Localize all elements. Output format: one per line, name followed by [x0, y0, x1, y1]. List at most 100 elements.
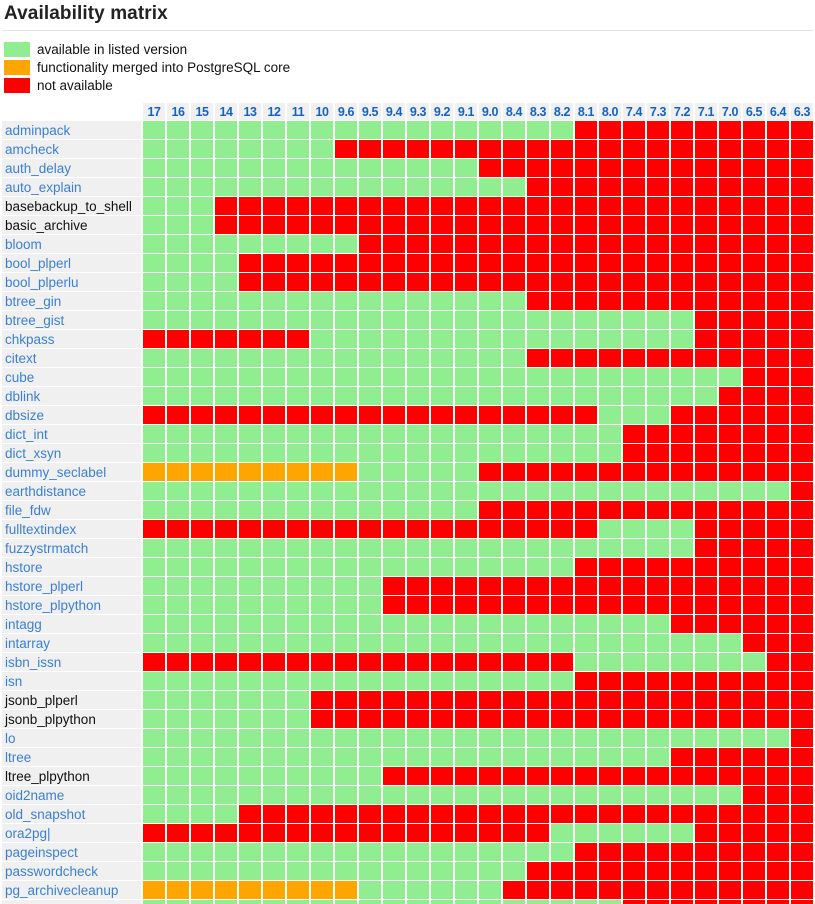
cell-available	[407, 501, 429, 519]
cell-not-available	[239, 330, 261, 348]
cell-not-available	[455, 596, 477, 614]
cell-not-available	[623, 843, 645, 861]
cell-available	[551, 786, 573, 804]
cell-available	[311, 349, 333, 367]
extension-link[interactable]: auth_delay	[2, 159, 141, 177]
extension-link[interactable]: lo	[2, 729, 141, 747]
extension-link[interactable]: cube	[2, 368, 141, 386]
cell-not-available	[743, 368, 765, 386]
cell-available	[719, 653, 741, 671]
cell-available	[335, 596, 357, 614]
cell-not-available	[479, 710, 501, 728]
cell-not-available	[695, 710, 717, 728]
cell-available	[335, 444, 357, 462]
cell-available	[215, 444, 237, 462]
cell-available	[479, 786, 501, 804]
extension-name: basebackup_to_shell	[2, 197, 141, 215]
extension-link[interactable]: dbsize	[2, 406, 141, 424]
cell-not-available	[791, 558, 813, 576]
cell-not-available	[719, 672, 741, 690]
extension-link[interactable]: isn	[2, 672, 141, 690]
cell-available	[239, 387, 261, 405]
cell-not-available	[767, 121, 789, 139]
cell-available	[359, 159, 381, 177]
cell-available	[167, 672, 189, 690]
extension-link[interactable]: hstore_plpython	[2, 596, 141, 614]
extension-link[interactable]: hstore_plperl	[2, 577, 141, 595]
cell-not-available	[599, 862, 621, 880]
cell-available	[575, 311, 597, 329]
cell-available	[599, 653, 621, 671]
cell-not-available	[335, 406, 357, 424]
cell-available	[215, 862, 237, 880]
cell-available	[311, 482, 333, 500]
cell-not-available	[791, 900, 813, 904]
cell-available	[287, 748, 309, 766]
extension-link[interactable]: passwordcheck	[2, 862, 141, 880]
extension-link[interactable]: intagg	[2, 615, 141, 633]
cell-not-available	[599, 216, 621, 234]
extension-link[interactable]: bool_plperl	[2, 254, 141, 272]
extension-link[interactable]: earthdistance	[2, 482, 141, 500]
extension-link[interactable]: bloom	[2, 235, 141, 253]
cell-not-available	[743, 843, 765, 861]
extension-link[interactable]: bool_plperlu	[2, 273, 141, 291]
cell-available	[407, 634, 429, 652]
cell-available	[287, 501, 309, 519]
cell-available	[695, 634, 717, 652]
cell-available	[263, 558, 285, 576]
extension-link[interactable]: auto_explain	[2, 178, 141, 196]
cell-available	[263, 368, 285, 386]
extension-link[interactable]: dummy_seclabel	[2, 463, 141, 481]
cell-available	[311, 235, 333, 253]
extension-link[interactable]: dblink	[2, 387, 141, 405]
extension-link[interactable]: ora2pg|	[2, 824, 141, 842]
cell-not-available	[359, 216, 381, 234]
cell-available	[503, 444, 525, 462]
extension-link[interactable]: intarray	[2, 634, 141, 652]
cell-available	[143, 197, 165, 215]
extension-link[interactable]: pg_buffercache	[2, 900, 141, 904]
extension-link[interactable]: dict_xsyn	[2, 444, 141, 462]
column-header-14: 14	[215, 103, 237, 120]
cell-available	[623, 786, 645, 804]
cell-not-available	[791, 273, 813, 291]
cell-not-available	[359, 140, 381, 158]
extension-link[interactable]: btree_gist	[2, 311, 141, 329]
cell-not-available	[431, 767, 453, 785]
extension-link[interactable]: hstore	[2, 558, 141, 576]
cell-not-available	[695, 311, 717, 329]
cell-available	[191, 843, 213, 861]
extension-link[interactable]: file_fdw	[2, 501, 141, 519]
cell-available	[383, 672, 405, 690]
cell-not-available	[623, 558, 645, 576]
extension-link[interactable]: old_snapshot	[2, 805, 141, 823]
extension-link[interactable]: btree_gin	[2, 292, 141, 310]
cell-available	[239, 349, 261, 367]
cell-available	[311, 558, 333, 576]
extension-link[interactable]: citext	[2, 349, 141, 367]
extension-link[interactable]: pg_archivecleanup	[2, 881, 141, 899]
extension-link[interactable]: fuzzystrmatch	[2, 539, 141, 557]
extension-link[interactable]: isbn_issn	[2, 653, 141, 671]
extension-link[interactable]: chkpass	[2, 330, 141, 348]
extension-link[interactable]: pageinspect	[2, 843, 141, 861]
extension-link[interactable]: ltree	[2, 748, 141, 766]
column-header-9-3: 9.3	[407, 103, 429, 120]
matrix-row: fuzzystrmatch	[2, 539, 815, 557]
extension-link[interactable]: amcheck	[2, 140, 141, 158]
extension-link[interactable]: dict_int	[2, 425, 141, 443]
extension-link[interactable]: fulltextindex	[2, 520, 141, 538]
cell-not-available	[335, 653, 357, 671]
cell-not-available	[551, 767, 573, 785]
cell-available	[335, 482, 357, 500]
cell-available	[191, 197, 213, 215]
extension-link[interactable]: adminpack	[2, 121, 141, 139]
cell-not-available	[167, 520, 189, 538]
cell-available	[647, 387, 669, 405]
cell-not-available	[623, 178, 645, 196]
cell-not-available	[335, 805, 357, 823]
cell-not-available	[263, 406, 285, 424]
extension-link[interactable]: oid2name	[2, 786, 141, 804]
column-header-8-3: 8.3	[527, 103, 549, 120]
